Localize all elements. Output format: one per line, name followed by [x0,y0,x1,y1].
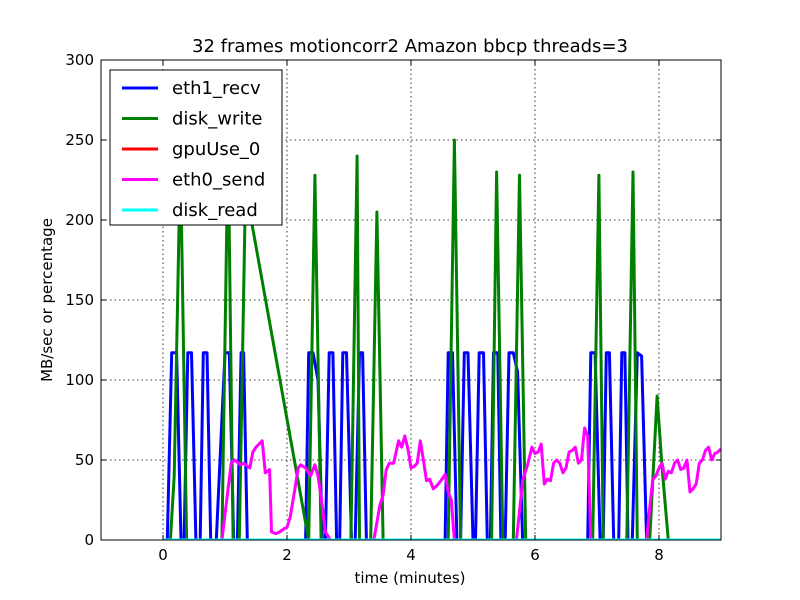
legend: eth1_recv disk_write gpuUse_0 eth0_senddisk… [109,69,283,226]
y-tick-label: 150 [65,291,94,309]
y-tick-label: 250 [65,131,94,149]
x-tick-label: 8 [654,546,664,564]
legend-label-eth1-recv: eth1_recv [172,78,261,99]
legend-label-disk-read: disk_read [172,200,258,221]
grid-lines [101,59,721,541]
legend-label-disk-write: disk_write [172,109,262,130]
x-tick-label: 6 [530,546,540,564]
chart-title: 32 frames motioncorr2 Amazon bbcp thread… [192,36,628,57]
y-tick-label: 300 [65,51,94,69]
axis-ticks: 0 2 4 6 8 0 50 100 150 200 250 300 [65,51,721,564]
x-tick-label: 4 [406,546,416,564]
y-tick-label: 200 [65,211,94,229]
y-tick-label: 0 [84,531,94,549]
x-tick-label: 2 [282,546,292,564]
x-axis-label: time (minutes) [354,569,465,587]
y-tick-label: 50 [75,451,94,469]
legend-label-eth0-send: eth0_send [172,170,265,191]
series-line-eth0-send [220,426,721,540]
legend-label-gpuUse-0: gpuUse_0 [172,139,260,160]
y-axis-label: MB/sec or percentage [38,218,56,382]
x-tick-label: 0 [158,546,168,564]
y-tick-label: 100 [65,371,94,389]
